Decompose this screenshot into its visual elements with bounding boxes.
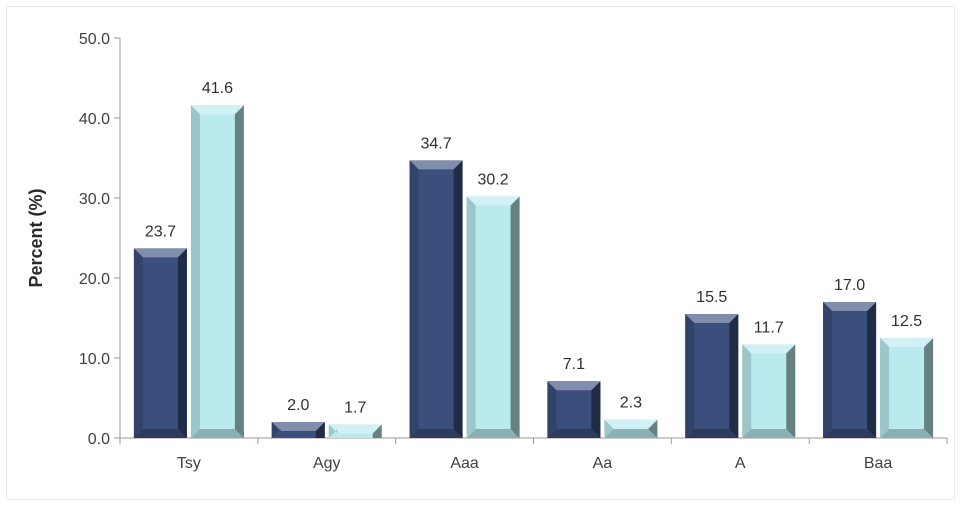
- bar-left-edge: [133, 248, 143, 438]
- bar-bottom: [409, 429, 463, 438]
- bar-group: [133, 105, 934, 438]
- data-label: 11.7: [754, 319, 784, 336]
- bar: [271, 422, 325, 438]
- y-tick-group: 0.0 10.0 20.0 30.0 40.0 50.0: [79, 31, 120, 448]
- bar-side: [591, 381, 601, 438]
- data-label: 1.7: [344, 399, 366, 416]
- bar-top: [742, 344, 796, 354]
- bar: [880, 338, 934, 438]
- bar-left-edge: [604, 419, 614, 438]
- bar-bottom: [547, 429, 601, 438]
- bar-left-edge: [409, 160, 419, 438]
- y-axis-title: Percent (%): [26, 188, 46, 287]
- data-label: 30.2: [478, 171, 509, 188]
- data-label: 41.6: [202, 80, 233, 97]
- bar-side: [177, 248, 187, 438]
- bar-bottom: [190, 429, 244, 438]
- bar-top: [328, 424, 382, 434]
- data-label: 2.3: [620, 395, 642, 412]
- bar: [328, 424, 382, 438]
- y-tick-label: 40.0: [79, 111, 110, 128]
- data-label: 23.7: [145, 223, 176, 240]
- bar-side: [234, 105, 244, 438]
- bar-top: [547, 381, 601, 391]
- bar-left-edge: [823, 302, 833, 438]
- x-tick-label: Aa: [593, 455, 613, 472]
- bar-top: [823, 302, 877, 311]
- chart-frame: [6, 6, 955, 500]
- bar-bottom: [742, 429, 796, 438]
- bar: [604, 419, 658, 438]
- bar: [742, 344, 796, 438]
- bar-side: [453, 160, 463, 438]
- bar-top: [880, 338, 934, 347]
- data-label: 2.0: [287, 397, 309, 414]
- bar-bottom: [823, 429, 877, 438]
- bar-side: [315, 422, 325, 438]
- x-tick-label: A: [735, 455, 746, 472]
- data-label-group: 23.7 41.6 2.0 1.7 34.7 30.2 7.1 2.3 15.5 11.7 17.0…: [145, 80, 922, 416]
- data-label: 12.5: [891, 313, 922, 330]
- bar: [685, 314, 739, 438]
- bar-left-edge: [742, 344, 752, 438]
- bar-left-edge: [328, 424, 338, 438]
- bar-left-edge: [547, 381, 557, 438]
- x-tick-label: Agy: [313, 455, 341, 472]
- y-tick-label: 20.0: [79, 271, 110, 288]
- y-tick-label: 30.0: [79, 191, 110, 208]
- bar: [190, 105, 244, 438]
- bar-bottom: [880, 429, 934, 438]
- bar-top: [466, 196, 520, 206]
- y-tick-label: 0.0: [88, 431, 110, 448]
- bar-bottom: [466, 429, 520, 438]
- bar-side: [510, 196, 520, 438]
- bar-bottom: [133, 429, 187, 438]
- bar: [823, 302, 877, 438]
- bar-left-edge: [880, 338, 890, 438]
- bar-left-edge: [685, 314, 695, 438]
- bar: [466, 196, 520, 438]
- data-label: 17.0: [834, 277, 865, 294]
- bar-top: [685, 314, 739, 323]
- bar: [133, 248, 187, 438]
- data-label: 15.5: [696, 289, 727, 306]
- x-tick-group: Tsy Agy Aaa Aa A Baa: [119, 438, 948, 472]
- bar-top: [604, 419, 658, 429]
- chart-axes: [119, 38, 947, 439]
- bar-side: [729, 314, 739, 438]
- bar-bottom: [685, 429, 739, 438]
- x-tick-label: Tsy: [177, 455, 201, 472]
- bar-top: [133, 248, 187, 258]
- bar-left-edge: [190, 105, 200, 438]
- bar-side: [867, 302, 877, 438]
- bar-top: [190, 105, 244, 115]
- bar-top: [409, 160, 463, 170]
- data-label: 7.1: [563, 356, 585, 373]
- bar-top: [271, 422, 325, 431]
- x-tick-label: Baa: [864, 455, 893, 472]
- bar-side: [372, 424, 382, 438]
- bar-left-edge: [466, 196, 476, 438]
- y-tick-label: 50.0: [79, 31, 110, 48]
- bar: [547, 381, 601, 438]
- bar-side: [924, 338, 934, 438]
- bar-bottom: [604, 429, 658, 438]
- bar: [409, 160, 463, 438]
- bar-left-edge: [271, 422, 281, 438]
- y-tick-label: 10.0: [79, 351, 110, 368]
- x-tick-label: Aaa: [450, 455, 479, 472]
- data-label: 34.7: [421, 135, 452, 152]
- bar-side: [786, 344, 796, 438]
